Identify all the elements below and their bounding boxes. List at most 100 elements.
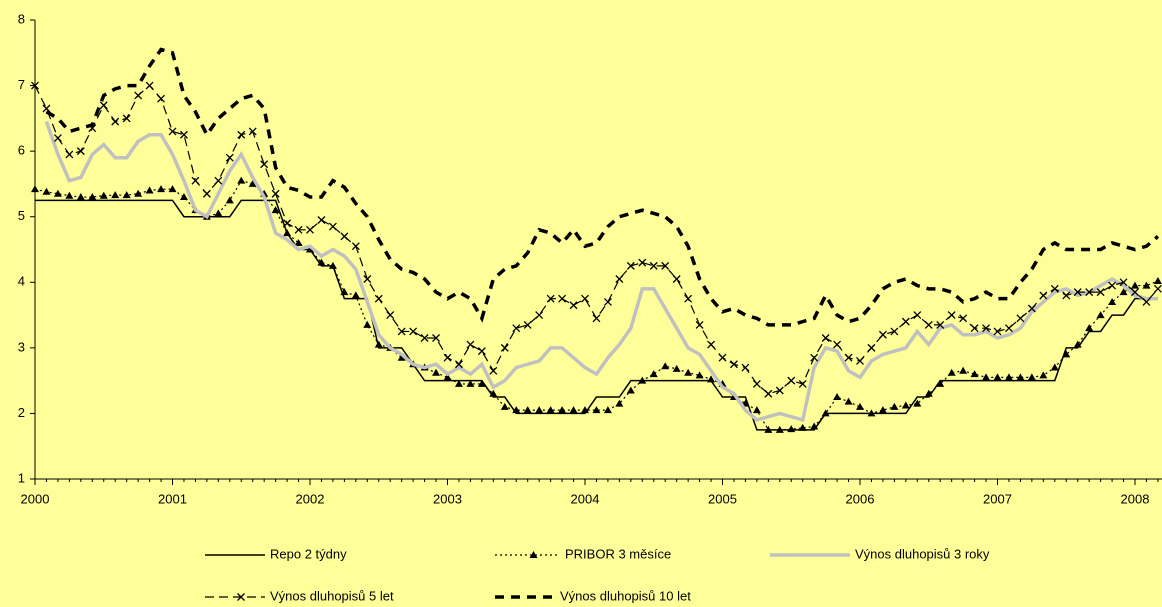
point-marker <box>31 81 39 90</box>
point-marker <box>959 314 968 323</box>
point-marker <box>271 189 280 198</box>
point-marker <box>833 393 842 401</box>
point-marker <box>672 275 681 283</box>
point-marker <box>833 340 842 349</box>
point-marker <box>936 320 945 329</box>
point-marker <box>844 397 853 405</box>
point-marker <box>512 406 521 414</box>
point-marker <box>993 373 1002 381</box>
y-tick-label: 2 <box>18 405 25 420</box>
point-marker <box>374 294 383 303</box>
legend-label: Výnos dluhopisů 10 let <box>560 588 691 603</box>
point-marker <box>283 229 292 237</box>
point-marker <box>982 324 991 333</box>
point-marker <box>454 379 463 387</box>
point-marker <box>695 320 704 329</box>
point-marker <box>672 364 681 372</box>
point-marker <box>787 376 796 385</box>
point-marker <box>592 406 601 414</box>
point-marker <box>535 311 544 320</box>
point-marker <box>913 399 922 407</box>
point-marker <box>741 363 750 372</box>
series-line <box>44 121 1158 423</box>
point-marker <box>936 379 945 387</box>
point-marker <box>718 353 727 362</box>
point-marker <box>775 425 784 433</box>
point-marker <box>248 179 257 187</box>
point-marker <box>283 219 292 228</box>
point-marker <box>959 366 968 374</box>
point-marker <box>306 225 314 234</box>
point-marker <box>695 371 704 379</box>
point-marker <box>615 399 624 407</box>
point-marker <box>970 370 979 378</box>
point-marker <box>363 275 372 283</box>
point-marker <box>145 81 154 90</box>
point-marker <box>592 314 601 323</box>
point-marker <box>168 185 177 193</box>
point-marker <box>134 189 143 197</box>
point-marker <box>1153 276 1162 284</box>
y-tick-label: 8 <box>18 11 25 26</box>
point-marker <box>317 258 326 266</box>
point-marker <box>1142 281 1151 289</box>
point-marker <box>1131 288 1139 297</box>
point-marker <box>157 185 166 193</box>
point-marker <box>626 261 635 270</box>
point-marker <box>764 389 773 398</box>
x-tick-label: 2006 <box>846 491 875 506</box>
point-marker <box>1142 297 1151 306</box>
point-marker <box>271 206 280 214</box>
point-marker <box>546 294 555 303</box>
point-marker <box>729 360 738 369</box>
point-marker <box>489 389 498 397</box>
point-marker <box>1085 324 1094 332</box>
point-marker <box>122 191 131 199</box>
point-marker <box>684 294 693 303</box>
point-marker <box>191 176 200 185</box>
y-tick-label: 3 <box>18 339 25 354</box>
point-marker <box>111 191 120 199</box>
series-line <box>35 199 1158 431</box>
point-marker <box>99 101 108 110</box>
point-marker <box>31 185 39 193</box>
legend-label: Repo 2 týdny <box>270 546 347 561</box>
y-tick-label: 1 <box>18 470 25 485</box>
point-marker <box>157 94 166 103</box>
point-marker <box>443 373 452 381</box>
point-marker <box>179 193 188 201</box>
point-marker <box>1131 281 1139 289</box>
series-line <box>34 84 1159 395</box>
series <box>45 47 1160 327</box>
series-line <box>45 47 1160 327</box>
point-marker <box>76 193 85 201</box>
point-marker <box>386 311 395 320</box>
point-marker <box>661 362 670 370</box>
point-marker <box>649 261 658 270</box>
point-marker <box>775 386 784 395</box>
point-marker <box>202 189 211 198</box>
point-marker <box>237 593 245 601</box>
series <box>35 199 1158 431</box>
point-marker <box>225 153 234 162</box>
point-marker <box>500 343 509 352</box>
point-marker <box>947 311 956 320</box>
x-tick-label: 2002 <box>296 491 325 506</box>
point-marker <box>1027 304 1036 313</box>
point-marker <box>603 406 612 414</box>
point-marker <box>454 360 463 369</box>
point-marker <box>1085 288 1094 297</box>
point-marker <box>707 340 716 349</box>
point-marker <box>168 127 177 136</box>
x-tick-label: 2001 <box>158 491 187 506</box>
point-marker <box>615 275 624 283</box>
x-tick-label: 2005 <box>708 491 737 506</box>
point-marker <box>42 104 51 113</box>
point-marker <box>752 379 761 388</box>
point-marker <box>134 91 143 100</box>
point-marker <box>214 176 223 185</box>
point-marker <box>890 327 899 336</box>
point-marker <box>145 186 154 194</box>
point-marker <box>409 327 418 336</box>
point-marker <box>225 196 234 204</box>
